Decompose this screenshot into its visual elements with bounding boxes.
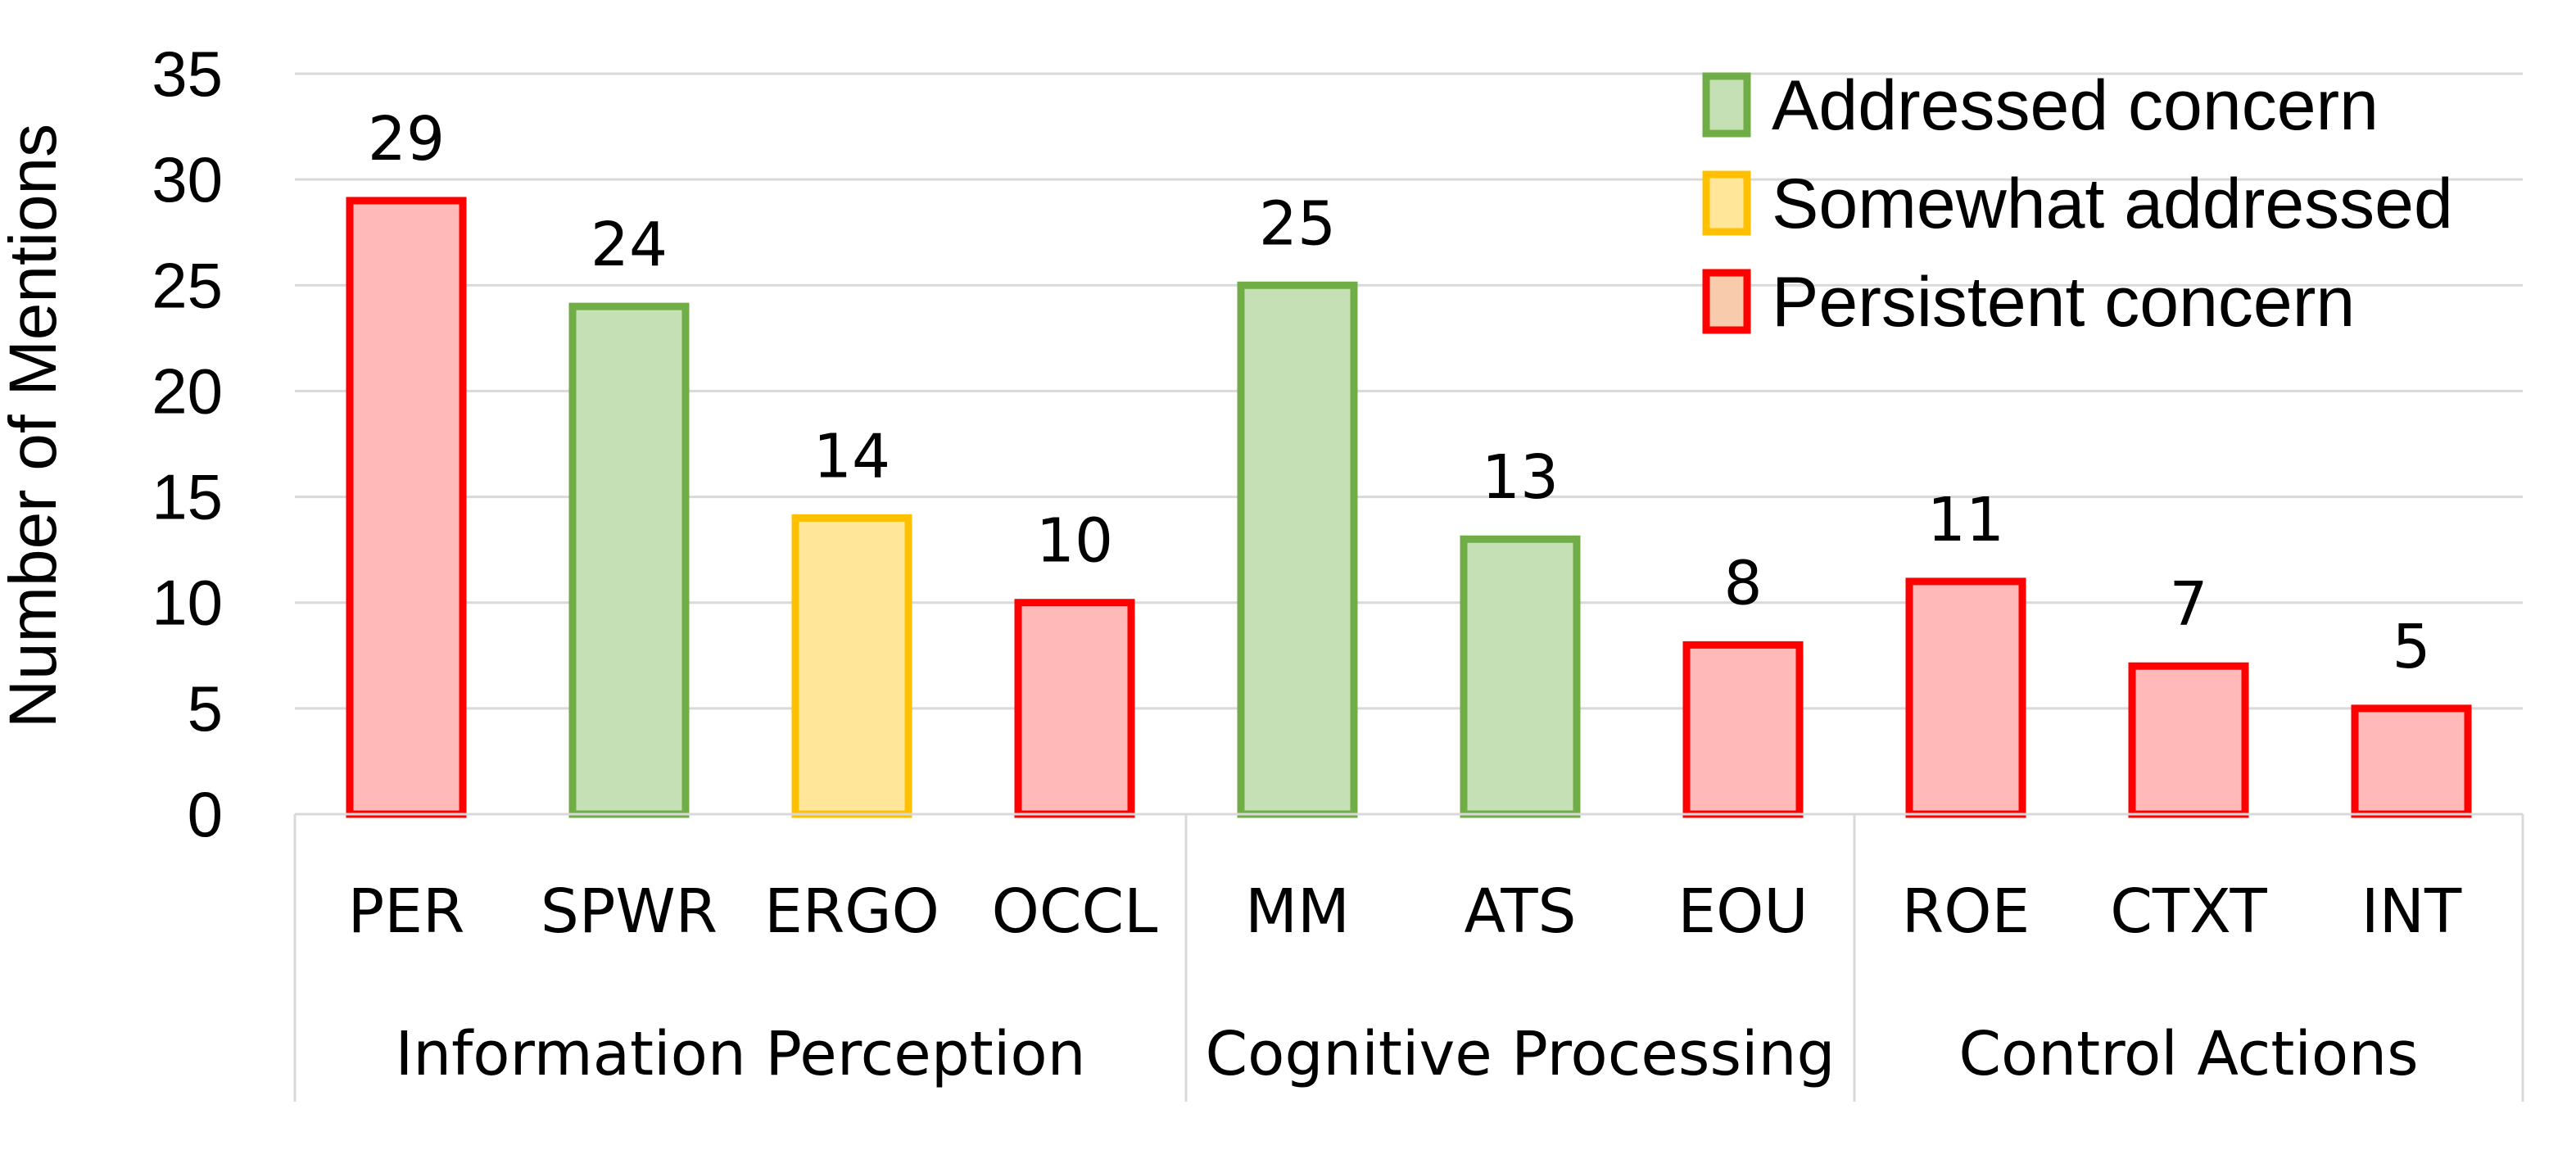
bar-mm: [1237, 281, 1358, 818]
data-label: 10: [1036, 506, 1113, 577]
bar-spwr: [568, 302, 690, 818]
category-label: PER: [348, 876, 465, 947]
data-label: 14: [813, 421, 890, 491]
data-label: 11: [1927, 485, 2004, 555]
y-tick-label: 35: [152, 38, 223, 110]
data-label: 8: [1723, 548, 1762, 618]
legend-swatch-persistent: [1702, 269, 1751, 334]
legend-swatch-addressed: [1702, 72, 1751, 138]
bar-ats: [1460, 535, 1581, 818]
data-label: 7: [2169, 569, 2207, 640]
y-tick-label: 25: [152, 249, 223, 321]
category-label: CTXT: [2110, 876, 2267, 947]
data-labels: 29 24 14 10 25 13 8 11 7 5: [368, 104, 2431, 682]
bar-occl: [1014, 599, 1135, 818]
legend-label: Persistent concern: [1772, 263, 2355, 342]
bar-roe: [1905, 577, 2026, 818]
bar-ctxt: [2128, 662, 2249, 818]
y-axis-title: Number of Mentions: [0, 124, 70, 728]
category-label: MM: [1245, 876, 1350, 947]
x-axis: PER SPWR ERGO OCCL MM ATS EOU ROE CTXT INT Informa…: [293, 813, 2524, 1102]
category-label: EOU: [1677, 876, 1808, 947]
category-label: ATS: [1464, 876, 1576, 947]
data-label: 24: [591, 210, 668, 280]
group-label: Control Actions: [1958, 1019, 2418, 1089]
data-label: 29: [368, 104, 445, 174]
legend: Addressed concern Somewhat addressed Persi…: [1702, 66, 2453, 342]
data-label: 13: [1482, 442, 1559, 513]
legend-label: Addressed concern: [1772, 66, 2379, 145]
category-label: SPWR: [541, 876, 718, 947]
category-label: OCCL: [992, 876, 1158, 947]
bar-per: [346, 197, 467, 818]
group-label: Information Perception: [395, 1019, 1085, 1089]
category-label: ERGO: [764, 876, 939, 947]
bar-int: [2351, 704, 2472, 818]
bar-eou: [1682, 641, 1804, 818]
bars: [346, 197, 2472, 818]
y-tick-label: 15: [152, 461, 223, 533]
y-tick-label: 20: [152, 355, 223, 427]
y-tick-label: 30: [152, 143, 223, 215]
category-label: INT: [2361, 876, 2462, 947]
bar-ergo: [791, 514, 912, 818]
y-tick-label: 0: [188, 778, 223, 850]
y-tick-label: 5: [188, 672, 223, 745]
y-axis-ticks: 0 5 10 15 20 25 30 35: [152, 38, 223, 850]
y-tick-label: 10: [152, 567, 223, 639]
group-label: Cognitive Processing: [1206, 1019, 1836, 1089]
data-label: 25: [1259, 188, 1336, 259]
category-label: ROE: [1902, 876, 2030, 947]
data-label: 5: [2392, 612, 2430, 682]
legend-label: Somewhat addressed: [1772, 165, 2453, 243]
legend-swatch-somewhat: [1702, 170, 1751, 236]
